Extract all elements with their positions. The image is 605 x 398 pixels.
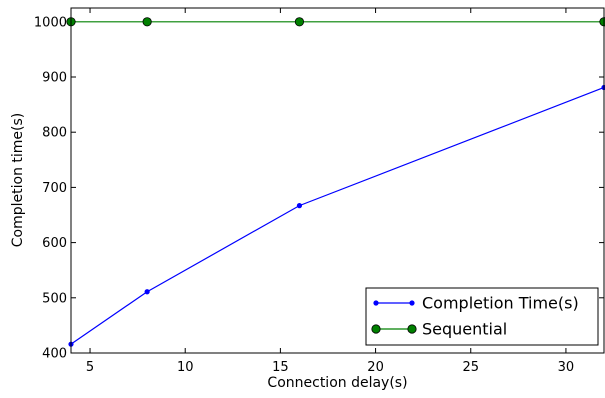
legend: Completion Time(s) Sequential	[365, 287, 599, 346]
y-axis-label: Completion time(s)	[10, 113, 26, 247]
y-tick-label: 800	[42, 126, 67, 141]
data-point	[144, 289, 150, 295]
legend-label: Completion Time(s)	[422, 294, 579, 313]
legend-label: Sequential	[422, 320, 507, 339]
series-line-completion-time	[70, 86, 605, 345]
x-tick-label: 30	[558, 360, 575, 375]
y-tick-label: 900	[42, 71, 67, 86]
x-tick-label: 25	[462, 360, 479, 375]
y-tick-label: 400	[42, 347, 67, 362]
data-point	[296, 203, 303, 209]
legend-marker	[373, 300, 379, 306]
x-axis-label: Connection delay(s)	[267, 375, 407, 391]
x-tick-label: 20	[367, 360, 384, 375]
legend-marker	[371, 324, 381, 334]
y-tick-label: 500	[42, 291, 67, 306]
legend-marker	[407, 324, 417, 334]
legend-box	[365, 287, 599, 346]
x-tick-label: 15	[272, 360, 289, 375]
ticks-layer: 5 10 15 20 25 30 400 500 600 700 800 900 1000	[34, 8, 604, 375]
data-point	[294, 17, 305, 27]
y-tick-label: 600	[42, 236, 67, 251]
x-tick-label: 5	[86, 360, 94, 375]
legend-marker	[409, 300, 415, 306]
plot-frame	[70, 7, 605, 354]
data-point	[142, 17, 152, 27]
x-tick-label: 10	[177, 360, 194, 375]
y-tick-label: 700	[42, 181, 67, 196]
y-tick-label: 1000	[34, 15, 67, 30]
